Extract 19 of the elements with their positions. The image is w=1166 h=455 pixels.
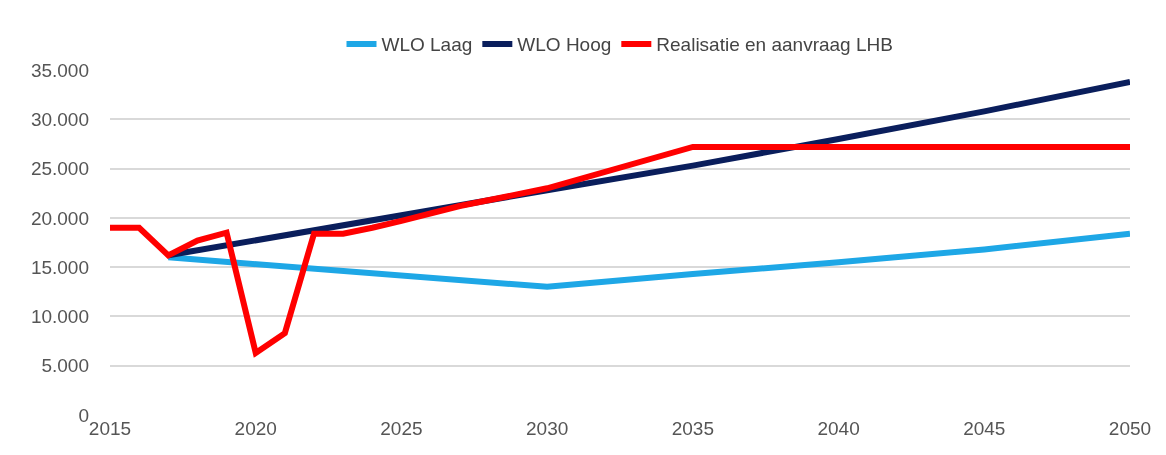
y-tick-label: 25.000	[30, 158, 89, 180]
legend-label: WLO Hoog	[517, 34, 612, 56]
x-tick-label: 2015	[88, 418, 132, 439]
legend-label: WLO Laag	[381, 34, 473, 56]
y-tick-label: 0	[78, 404, 89, 426]
y-tick-label: 5.000	[41, 355, 89, 377]
legend-label: Realisatie en aanvraag LHB	[656, 34, 893, 56]
x-tick-label: 2025	[380, 418, 423, 439]
x-tick-label: 2045	[963, 418, 1006, 439]
y-tick-label: 30.000	[30, 108, 89, 130]
y-tick-label: 10.000	[30, 306, 89, 328]
y-tick-label: 20.000	[30, 207, 89, 229]
x-tick-label: 2040	[817, 418, 860, 439]
y-tick-label: 35.000	[30, 59, 89, 81]
y-tick-label: 15.000	[30, 256, 89, 278]
x-tick-label: 2030	[526, 418, 569, 439]
x-tick-label: 2050	[1108, 418, 1152, 439]
x-tick-label: 2035	[671, 418, 714, 439]
x-tick-label: 2020	[234, 418, 277, 439]
